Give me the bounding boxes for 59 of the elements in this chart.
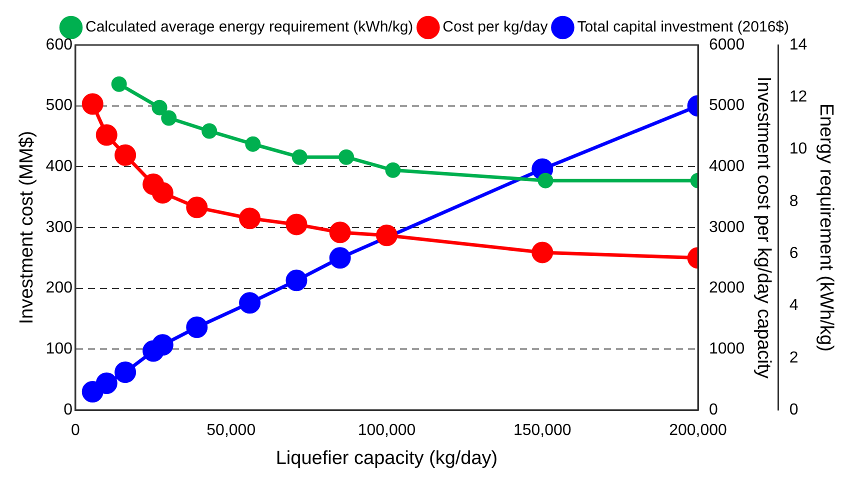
point	[152, 100, 168, 116]
y2-tick-label: 4000	[709, 158, 745, 176]
y2-tick-label: 3000	[709, 218, 745, 236]
y2-axis-title: Investment cost per kg/day capacity	[752, 76, 774, 380]
point	[114, 144, 136, 166]
point	[82, 93, 104, 115]
y-tick-label: 500	[46, 97, 73, 114]
legend-label: Cost per kg/day	[442, 18, 548, 36]
y3-tick-label: 12	[789, 88, 808, 106]
point	[338, 149, 354, 165]
point	[385, 162, 401, 178]
y-tick-label: 0	[64, 401, 73, 418]
x-tick-label: 50,000	[206, 422, 256, 440]
point	[286, 270, 308, 292]
point	[538, 172, 554, 188]
y-tick-label: 300	[46, 218, 73, 236]
y2-tick-label: 0	[709, 401, 718, 418]
y3-axis-title: Energy requirement (kWh/kg)	[815, 103, 836, 352]
y3-tick-label: 6	[789, 244, 798, 262]
point	[286, 214, 308, 236]
y3-tick-label: 8	[789, 192, 798, 210]
point	[239, 292, 261, 314]
point	[329, 222, 351, 244]
y3-tick-label: 0	[789, 401, 798, 418]
point	[245, 136, 261, 152]
legend-label: Total capital investment (2016$)	[577, 18, 789, 36]
point	[376, 224, 398, 246]
point	[161, 110, 177, 126]
y2-tick-label: 6000	[709, 36, 745, 54]
point	[292, 149, 308, 165]
y-tick-label: 100	[46, 340, 73, 358]
point	[111, 76, 127, 92]
y3-tick-label: 10	[789, 140, 808, 158]
y3-tick-label: 4	[789, 297, 798, 314]
legend-label: Calculated average energy requirement (kWh/kg)	[86, 18, 414, 36]
y2-tick-label: 2000	[709, 280, 745, 297]
x-tick-label: 100,000	[358, 422, 416, 440]
y3-tick-label: 2	[789, 349, 798, 366]
y2-tick-label: 1000	[709, 340, 745, 358]
y-tick-label: 600	[46, 36, 73, 54]
x-axis-title: Liquefier capacity (kg/day)	[276, 448, 498, 469]
point	[114, 362, 136, 384]
x-tick-label: 150,000	[513, 422, 572, 440]
point	[186, 316, 208, 338]
point	[152, 334, 174, 356]
point	[202, 123, 218, 139]
point	[152, 182, 174, 204]
y-tick-label: 200	[46, 280, 73, 297]
y-tick-label: 400	[46, 158, 73, 176]
point	[239, 208, 261, 230]
y2-tick-label: 5000	[709, 97, 745, 114]
x-tick-label: 200,000	[669, 422, 728, 440]
point	[329, 247, 351, 269]
point	[96, 372, 118, 394]
y-axis-title: Investment cost (MM$)	[16, 130, 38, 324]
point	[532, 242, 554, 264]
y3-tick-label: 14	[789, 36, 808, 54]
point	[186, 196, 208, 218]
point	[96, 124, 118, 146]
